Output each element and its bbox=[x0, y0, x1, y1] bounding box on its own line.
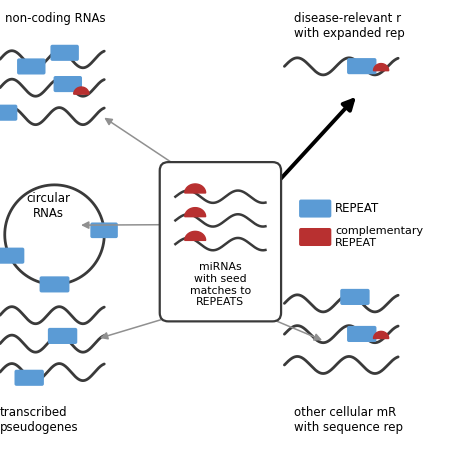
Text: transcribed
pseudogenes: transcribed pseudogenes bbox=[0, 406, 79, 434]
Text: other cellular mR
with sequence rep: other cellular mR with sequence rep bbox=[294, 406, 403, 434]
Text: circular
RNAs: circular RNAs bbox=[26, 192, 70, 220]
Text: non-coding RNAs: non-coding RNAs bbox=[5, 12, 105, 25]
Polygon shape bbox=[185, 184, 206, 193]
Polygon shape bbox=[185, 231, 206, 240]
FancyBboxPatch shape bbox=[347, 326, 376, 342]
FancyBboxPatch shape bbox=[50, 45, 79, 61]
FancyBboxPatch shape bbox=[91, 222, 118, 238]
Polygon shape bbox=[374, 64, 389, 71]
FancyBboxPatch shape bbox=[17, 58, 46, 74]
Polygon shape bbox=[74, 87, 89, 94]
FancyBboxPatch shape bbox=[48, 328, 77, 344]
FancyBboxPatch shape bbox=[15, 370, 44, 386]
FancyBboxPatch shape bbox=[299, 228, 331, 246]
FancyBboxPatch shape bbox=[0, 247, 24, 264]
FancyBboxPatch shape bbox=[39, 276, 69, 292]
Text: disease-relevant r
with expanded rep: disease-relevant r with expanded rep bbox=[294, 12, 405, 40]
Polygon shape bbox=[374, 331, 389, 338]
FancyBboxPatch shape bbox=[54, 76, 82, 92]
Text: complementary
REPEAT: complementary REPEAT bbox=[335, 226, 423, 248]
FancyBboxPatch shape bbox=[160, 162, 281, 321]
Text: REPEAT: REPEAT bbox=[335, 202, 379, 215]
Polygon shape bbox=[185, 208, 206, 217]
FancyBboxPatch shape bbox=[299, 200, 331, 218]
FancyBboxPatch shape bbox=[340, 289, 370, 305]
Text: miRNAs
with seed
matches to
REPEATS: miRNAs with seed matches to REPEATS bbox=[190, 262, 251, 307]
FancyBboxPatch shape bbox=[347, 58, 376, 74]
FancyBboxPatch shape bbox=[0, 105, 18, 121]
